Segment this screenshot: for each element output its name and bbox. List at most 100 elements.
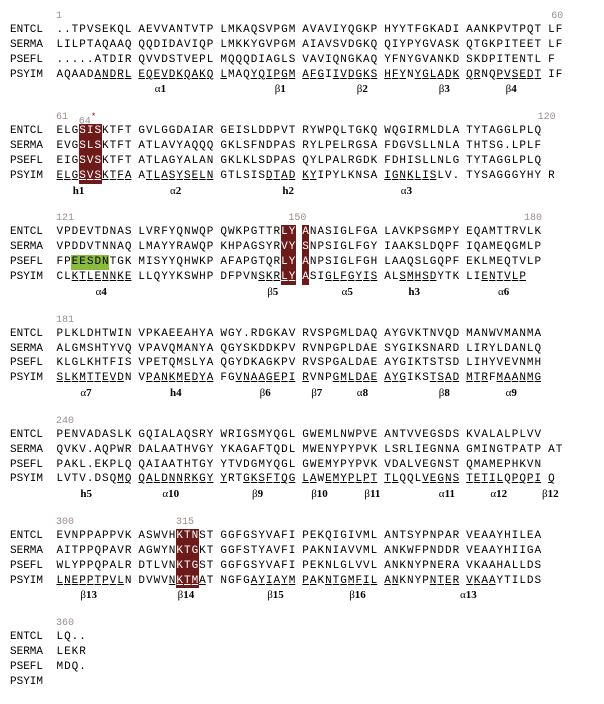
- residue: N: [220, 574, 228, 589]
- residue: R: [473, 68, 481, 83]
- residue: F: [281, 559, 289, 574]
- residue: I: [519, 544, 527, 559]
- residue: I: [363, 574, 371, 589]
- residue: D: [176, 124, 184, 139]
- residue: S: [258, 169, 266, 184]
- residue: I: [288, 371, 296, 386]
- residue: T: [146, 169, 154, 184]
- residue: N: [519, 356, 527, 371]
- sequence-label: PSYIM: [10, 675, 56, 690]
- residue: V: [309, 371, 317, 386]
- residue: T: [265, 443, 273, 458]
- residue: T: [94, 371, 102, 386]
- residue: A: [281, 169, 289, 184]
- residue: N: [340, 53, 348, 68]
- residue: N: [445, 443, 453, 458]
- residue: A: [235, 255, 243, 270]
- residue: G: [340, 529, 348, 544]
- residue: Q: [488, 68, 496, 83]
- residue: N: [168, 574, 176, 589]
- residue: K: [220, 240, 228, 255]
- residue: G: [496, 124, 504, 139]
- residue: G: [355, 124, 363, 139]
- residue: E: [153, 356, 161, 371]
- residue: R: [153, 225, 161, 240]
- secondary-structure-label: α5: [342, 285, 353, 300]
- residue: L: [429, 139, 437, 154]
- residue: K: [452, 68, 460, 83]
- residue: S: [445, 38, 453, 53]
- residue: V: [288, 327, 296, 342]
- residue: F: [555, 38, 563, 53]
- residue: G: [504, 124, 512, 139]
- residue: A: [363, 356, 371, 371]
- residue: M: [176, 342, 184, 357]
- residue: S: [184, 356, 192, 371]
- sequence-label: PSYIM: [10, 270, 56, 285]
- residue: W: [347, 428, 355, 443]
- secondary-structure-label: α2: [170, 184, 181, 199]
- residue: G: [281, 428, 289, 443]
- residue: P: [317, 255, 325, 270]
- residue: L: [340, 139, 348, 154]
- residue: P: [534, 240, 542, 255]
- residue: E: [191, 169, 199, 184]
- residue: A: [481, 225, 489, 240]
- residue: S: [243, 544, 251, 559]
- residue: Y: [347, 443, 355, 458]
- residue: A: [481, 559, 489, 574]
- residue: V: [146, 225, 154, 240]
- residue: .: [71, 53, 79, 68]
- residue: T: [481, 154, 489, 169]
- residue: L: [534, 53, 542, 68]
- residue: A: [452, 443, 460, 458]
- residue: Q: [220, 342, 228, 357]
- residue: N: [429, 544, 437, 559]
- residue: T: [206, 544, 214, 559]
- residue: N: [317, 342, 325, 357]
- residue: A: [481, 240, 489, 255]
- residue: G: [452, 154, 460, 169]
- residue: A: [138, 139, 146, 154]
- residue: F: [109, 356, 117, 371]
- residue: K: [102, 169, 110, 184]
- residue: G: [399, 371, 407, 386]
- residue: T: [534, 68, 542, 83]
- residue: D: [153, 38, 161, 53]
- residue: K: [370, 443, 378, 458]
- residue: Y: [168, 255, 176, 270]
- residue: N: [168, 472, 176, 487]
- residue: G: [504, 154, 512, 169]
- residue: Q: [124, 458, 132, 473]
- residue: K: [414, 371, 422, 386]
- residue: G: [220, 544, 228, 559]
- residue: V: [117, 342, 125, 357]
- residue: M: [488, 240, 496, 255]
- residue: F: [384, 139, 392, 154]
- residue: L: [391, 472, 399, 487]
- residue: R: [481, 371, 489, 386]
- sequence-label: SERMA: [10, 240, 56, 255]
- residue: A: [56, 342, 64, 357]
- residue: S: [325, 240, 333, 255]
- residue: Q: [94, 544, 102, 559]
- residue: K: [407, 240, 415, 255]
- residue: N: [124, 327, 132, 342]
- residue: P: [325, 342, 333, 357]
- secondary-structure-label: α6: [498, 285, 509, 300]
- residue: V: [355, 529, 363, 544]
- residue: E: [64, 645, 72, 660]
- residue: P: [79, 544, 87, 559]
- residue: P: [79, 23, 87, 38]
- residue: G: [243, 472, 251, 487]
- residue: A: [399, 255, 407, 270]
- residue: F: [235, 559, 243, 574]
- residue: K: [466, 428, 474, 443]
- residue: D: [452, 342, 460, 357]
- residue: T: [86, 38, 94, 53]
- residue: V: [64, 139, 72, 154]
- residue: Q: [407, 255, 415, 270]
- sequence-label: ENTCL: [10, 327, 56, 342]
- residue: G: [161, 124, 169, 139]
- residue: I: [288, 544, 296, 559]
